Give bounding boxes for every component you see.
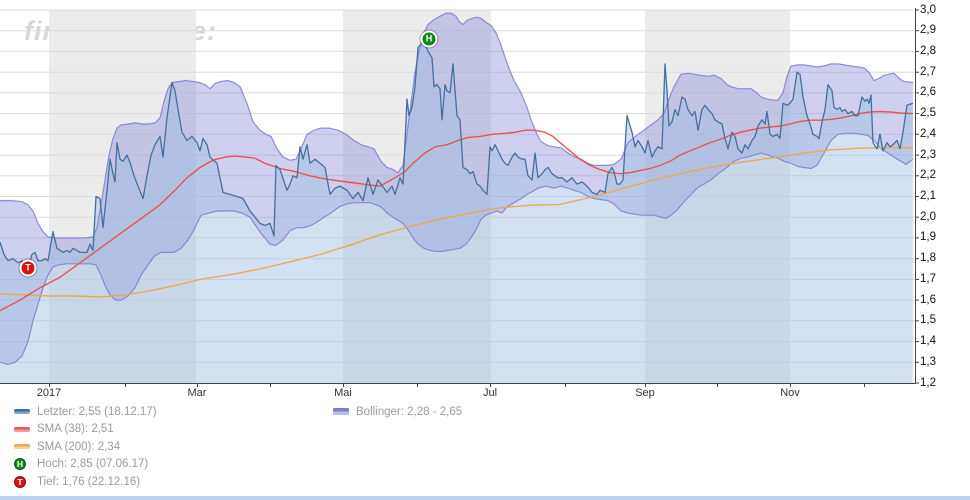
legend-item-sma200: SMA (200): 2,34 bbox=[14, 438, 157, 456]
y-axis-label: 3,0 bbox=[920, 3, 936, 16]
y-axis-label: 1,9 bbox=[920, 231, 936, 244]
x-axis-label: Mai bbox=[334, 387, 352, 399]
y-axis-label: 1,4 bbox=[920, 335, 936, 348]
chart-canvas bbox=[0, 8, 919, 387]
x-axis-label: Jul bbox=[482, 387, 498, 399]
y-axis-label: 1,5 bbox=[920, 314, 936, 327]
bollinger-lower-line bbox=[0, 132, 914, 366]
y-axis-label: 2,5 bbox=[920, 107, 936, 120]
horizontal-scrollbar[interactable] bbox=[0, 496, 970, 500]
y-axis-label: 2,1 bbox=[920, 190, 936, 202]
x-axis-label: 2017 bbox=[36, 387, 62, 399]
x-axis-label: Nov bbox=[780, 387, 800, 399]
tief-legend-icon: T bbox=[14, 475, 31, 488]
legend-label: Hoch: 2,85 (07.06.17) bbox=[37, 458, 149, 471]
y-axis-label: 1,8 bbox=[920, 252, 936, 265]
legend-item-letzter: Letzter: 2,55 (18.12.17) bbox=[14, 403, 157, 421]
y-axis-label: 2,4 bbox=[920, 127, 936, 140]
y-axis-label: 2,3 bbox=[920, 148, 936, 161]
y-axis-label: 2,0 bbox=[920, 210, 936, 223]
y-axis-label: 2,6 bbox=[920, 86, 936, 99]
legend-label: SMA (200): 2,34 bbox=[37, 440, 121, 453]
sma200-legend-icon bbox=[14, 444, 31, 450]
bollinger-upper-line bbox=[0, 12, 914, 239]
legend-item-hoch: H Hoch: 2,85 (07.06.17) bbox=[14, 456, 157, 474]
legend-item-bollinger: Bollinger: 2,28 - 2,65 bbox=[333, 403, 462, 421]
bollinger-legend-icon bbox=[333, 408, 350, 416]
letzter-legend-icon bbox=[14, 409, 31, 415]
sma38-legend-icon bbox=[14, 426, 31, 432]
legend-left-column: Letzter: 2,55 (18.12.17) SMA (38): 2,51 SM… bbox=[14, 403, 157, 491]
tief-swatch: T bbox=[14, 475, 26, 488]
sma200-line bbox=[0, 146, 914, 298]
legend-label: Letzter: 2,55 (18.12.17) bbox=[37, 405, 157, 418]
legend-label: SMA (38): 2,51 bbox=[37, 423, 114, 436]
x-axis-label: Sep bbox=[635, 387, 655, 399]
legend-label: Bollinger: 2,28 - 2,65 bbox=[356, 405, 463, 418]
bollinger-swatch bbox=[333, 408, 349, 416]
y-axis-label: 1,3 bbox=[920, 355, 936, 368]
price-chart-plot[interactable]: finanztreff.de: 3,02,92,82,72,62,52,42,3… bbox=[0, 0, 970, 400]
legend-label: Tief: 1,76 (22.12.16) bbox=[37, 475, 141, 488]
hoch-marker-icon: H bbox=[420, 30, 438, 48]
bollinger-band-area bbox=[0, 13, 913, 365]
letzter-swatch bbox=[14, 409, 30, 415]
legend-right-column: Bollinger: 2,28 - 2,65 bbox=[333, 403, 462, 421]
tief-marker-icon: T bbox=[19, 259, 37, 277]
price-area-fill bbox=[0, 41, 913, 383]
legend-item-sma38: SMA (38): 2,51 bbox=[14, 421, 157, 439]
y-axis-label: 2,8 bbox=[920, 44, 936, 57]
y-axis-label: 2,9 bbox=[920, 24, 936, 37]
price-line bbox=[0, 40, 914, 269]
hoch-legend-icon: H bbox=[14, 458, 31, 471]
legend-item-tief: T Tief: 1,76 (22.12.16) bbox=[14, 473, 157, 491]
y-axis-label: 1,2 bbox=[920, 376, 936, 389]
hoch-swatch: H bbox=[14, 458, 26, 471]
y-axis-label: 2,7 bbox=[920, 65, 936, 78]
legend: Letzter: 2,55 (18.12.17) SMA (38): 2,51 SM… bbox=[0, 403, 970, 495]
sma200-swatch bbox=[14, 444, 30, 450]
sma38-swatch bbox=[14, 426, 30, 432]
y-axis-label: 1,6 bbox=[920, 293, 936, 306]
y-axis-label: 1,7 bbox=[920, 272, 936, 285]
x-axis-label: Mar bbox=[187, 387, 207, 399]
y-axis-label: 2,2 bbox=[920, 169, 936, 182]
